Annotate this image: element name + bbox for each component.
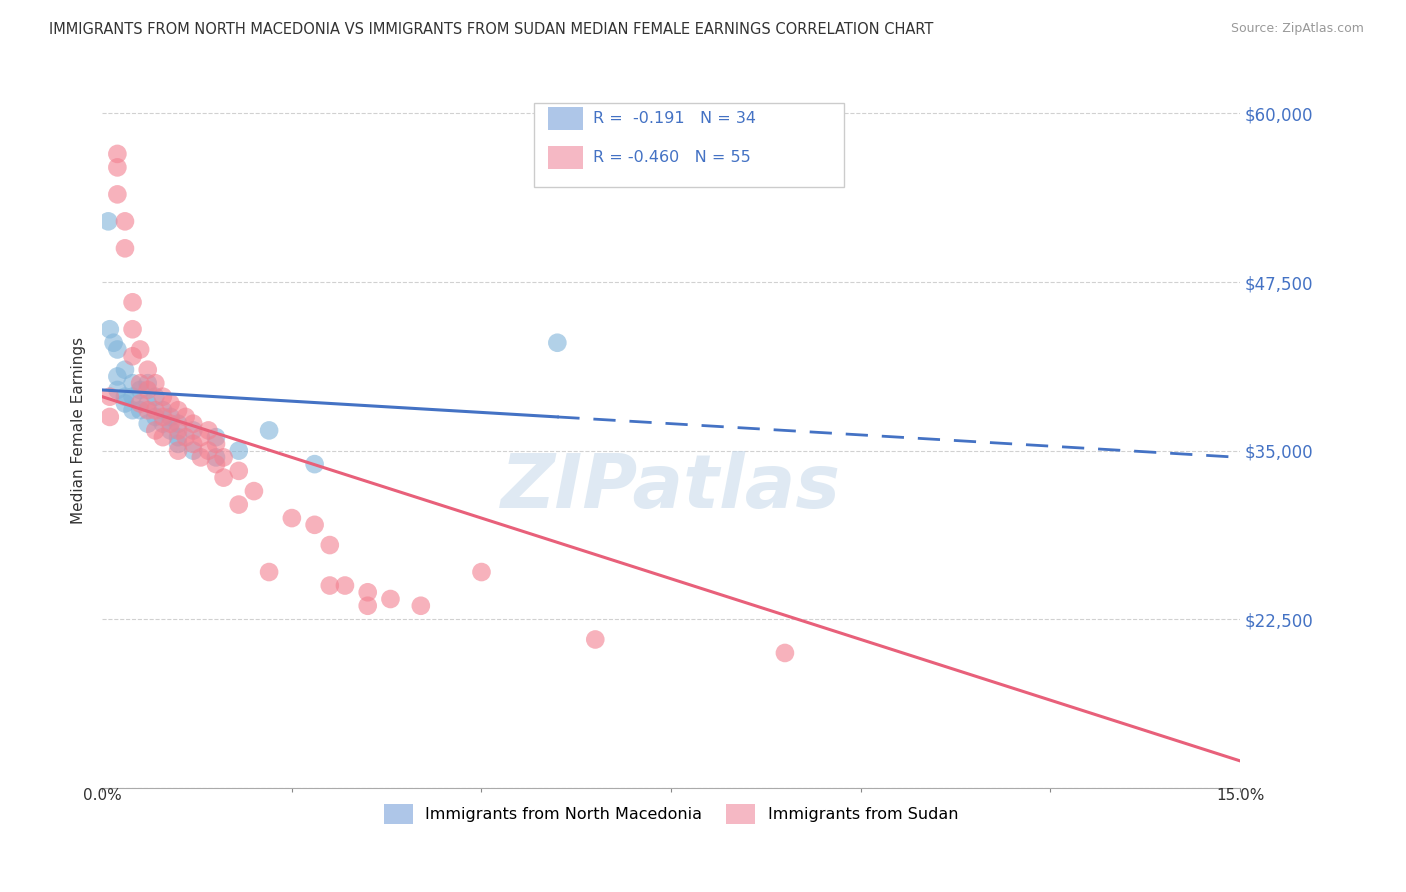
Point [114, 396, 136, 410]
Text: 15.0%: 15.0% [1216, 788, 1264, 803]
Point [152, 430, 174, 444]
Point [121, 403, 143, 417]
Point [136, 376, 159, 391]
Point [129, 343, 152, 357]
Point [319, 538, 342, 552]
Point [129, 383, 152, 397]
Point [304, 457, 326, 471]
Point [333, 578, 356, 592]
Point [159, 409, 181, 424]
Point [583, 632, 606, 647]
Point [205, 450, 228, 465]
Point [546, 335, 568, 350]
Point [143, 403, 166, 417]
Point [409, 599, 432, 613]
Point [121, 322, 143, 336]
Point [103, 335, 125, 350]
Point [159, 417, 181, 431]
Point [470, 565, 492, 579]
Point [167, 403, 190, 417]
Point [181, 424, 204, 438]
Point [114, 390, 136, 404]
Point [190, 450, 212, 465]
Point [174, 430, 197, 444]
Point [136, 362, 159, 376]
Point [143, 390, 166, 404]
Point [136, 383, 159, 397]
Point [136, 417, 159, 431]
Point [181, 437, 204, 451]
Text: Source: ZipAtlas.com: Source: ZipAtlas.com [1230, 22, 1364, 36]
Point [129, 396, 152, 410]
Point [205, 457, 228, 471]
Point [121, 390, 143, 404]
Point [228, 464, 250, 478]
Point [121, 295, 143, 310]
Point [174, 409, 197, 424]
Point [143, 376, 166, 391]
Point [105, 187, 128, 202]
Point [143, 409, 166, 424]
Point [114, 241, 136, 255]
Point [197, 443, 219, 458]
Point [159, 424, 181, 438]
Point [114, 362, 136, 376]
Y-axis label: Median Female Earnings: Median Female Earnings [72, 337, 86, 524]
Point [205, 430, 228, 444]
Point [152, 409, 174, 424]
Legend: Immigrants from North Macedonia, Immigrants from Sudan: Immigrants from North Macedonia, Immigra… [377, 797, 965, 830]
Point [143, 424, 166, 438]
Point [257, 565, 280, 579]
Point [281, 511, 304, 525]
Point [243, 484, 266, 499]
Point [152, 403, 174, 417]
Point [228, 443, 250, 458]
Point [205, 437, 228, 451]
Text: R =  -0.191   N = 34: R = -0.191 N = 34 [593, 112, 756, 126]
Point [105, 343, 128, 357]
Point [380, 592, 402, 607]
Point [167, 417, 190, 431]
Point [357, 585, 380, 599]
Text: IMMIGRANTS FROM NORTH MACEDONIA VS IMMIGRANTS FROM SUDAN MEDIAN FEMALE EARNINGS : IMMIGRANTS FROM NORTH MACEDONIA VS IMMIG… [49, 22, 934, 37]
Point [257, 424, 280, 438]
Point [228, 498, 250, 512]
Point [98, 322, 121, 336]
Point [98, 409, 121, 424]
Point [319, 578, 342, 592]
Point [190, 430, 212, 444]
Point [98, 390, 121, 404]
Point [773, 646, 796, 660]
Point [97, 214, 120, 228]
Point [304, 517, 326, 532]
Point [181, 417, 204, 431]
Point [181, 443, 204, 458]
Point [105, 161, 128, 175]
Text: R = -0.460   N = 55: R = -0.460 N = 55 [593, 151, 751, 165]
Point [136, 396, 159, 410]
Point [357, 599, 380, 613]
Point [167, 443, 190, 458]
Point [105, 147, 128, 161]
Point [212, 470, 235, 484]
Point [152, 417, 174, 431]
Point [167, 424, 190, 438]
Text: 0.0%: 0.0% [83, 788, 121, 803]
Point [136, 403, 159, 417]
Point [114, 214, 136, 228]
Point [121, 349, 143, 363]
Text: ZIPatlas: ZIPatlas [501, 451, 841, 524]
Point [121, 376, 143, 391]
Point [159, 396, 181, 410]
Point [105, 369, 128, 384]
Point [152, 390, 174, 404]
Point [167, 437, 190, 451]
Point [105, 383, 128, 397]
Point [167, 430, 190, 444]
Point [197, 424, 219, 438]
Point [129, 403, 152, 417]
Point [212, 450, 235, 465]
Point [129, 376, 152, 391]
